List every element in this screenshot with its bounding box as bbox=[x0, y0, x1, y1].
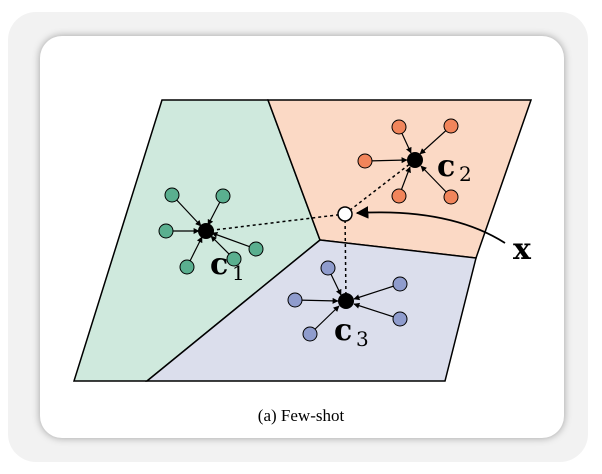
support-arrow bbox=[353, 302, 401, 320]
centroid-c1 bbox=[198, 223, 214, 239]
distance-line-c2 bbox=[344, 159, 416, 215]
distance-line-c3 bbox=[344, 213, 347, 302]
query-arrow bbox=[355, 206, 506, 244]
support-point bbox=[248, 241, 264, 257]
support-point bbox=[392, 276, 408, 292]
centroid-subscript-c2: 2 bbox=[459, 162, 472, 186]
support-point bbox=[158, 223, 174, 239]
support-point bbox=[357, 153, 373, 169]
support-point bbox=[391, 188, 407, 204]
query-point bbox=[337, 206, 353, 222]
centroid-subscript-c3: 3 bbox=[356, 327, 369, 351]
support-point bbox=[391, 119, 407, 135]
centroid-label-c1: c bbox=[210, 247, 228, 282]
support-point bbox=[215, 188, 231, 204]
cluster-c2: c 2 bbox=[357, 118, 472, 205]
support-point bbox=[179, 259, 195, 275]
support-point bbox=[320, 260, 336, 276]
distance-line-c1 bbox=[205, 213, 346, 232]
support-point bbox=[443, 118, 459, 134]
centroid-c2 bbox=[407, 152, 423, 168]
region-c3 bbox=[144, 239, 477, 382]
centroid-label-c2: c bbox=[437, 149, 455, 184]
centroid-c3 bbox=[338, 293, 354, 309]
support-point bbox=[302, 326, 318, 342]
cluster-c3: c 3 bbox=[287, 260, 408, 351]
centroid-subscript-c1: 1 bbox=[232, 261, 245, 285]
support-arrow bbox=[353, 283, 401, 301]
query-label: x bbox=[513, 232, 532, 267]
figure-caption: (a) Few-shot bbox=[258, 406, 345, 425]
centroid-label-c3: c bbox=[334, 313, 352, 348]
support-point bbox=[443, 189, 459, 205]
support-point bbox=[226, 251, 242, 267]
support-point bbox=[287, 292, 303, 308]
support-arrow bbox=[211, 232, 257, 250]
cluster-c1: c 1 bbox=[158, 187, 264, 285]
support-point bbox=[164, 187, 180, 203]
support-point bbox=[392, 311, 408, 327]
